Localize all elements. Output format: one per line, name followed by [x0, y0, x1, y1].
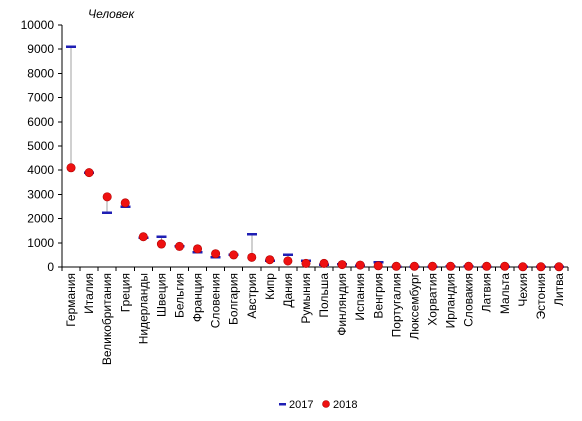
y-tick-label: 5000 — [27, 139, 54, 153]
point-2018 — [229, 250, 239, 260]
x-tick-label: Венгрия — [371, 273, 385, 319]
x-tick-label: Бельгия — [172, 273, 186, 318]
x-tick-label: Словения — [209, 273, 223, 328]
y-tick-label: 3000 — [27, 187, 54, 201]
x-tick-label: Великобритания — [100, 273, 114, 365]
point-2018 — [373, 261, 383, 271]
x-tick-label: Нидерланды — [136, 273, 150, 344]
point-2018 — [138, 232, 148, 242]
x-tick-label: Франция — [191, 273, 205, 322]
point-2018 — [518, 262, 528, 272]
point-2018 — [174, 241, 184, 251]
point-2018 — [500, 261, 510, 271]
point-2018 — [464, 261, 474, 271]
x-tick-label: Польша — [317, 273, 331, 318]
point-2018 — [301, 258, 311, 268]
x-tick-label: Португалия — [389, 273, 403, 337]
legend: 2017 2018 — [279, 399, 357, 411]
point-2018 — [102, 192, 112, 202]
y-tick-label: 1000 — [27, 236, 54, 250]
x-tick-label: Латвия — [480, 273, 494, 312]
x-tick-label: Ирландия — [444, 273, 458, 328]
point-2018 — [337, 260, 347, 270]
point-2018 — [265, 255, 275, 265]
x-tick-label: Дания — [281, 273, 295, 308]
y-tick-label: 2000 — [27, 212, 54, 226]
point-2018 — [391, 261, 401, 271]
point-2018 — [247, 252, 257, 262]
y-tick-label: 7000 — [27, 91, 54, 105]
point-2018 — [283, 256, 293, 266]
stem-lines — [70, 46, 379, 266]
y-tick-label: 4000 — [27, 163, 54, 177]
x-tick-label: Кипр — [263, 273, 277, 300]
x-tick-label: Италия — [82, 273, 96, 314]
point-2018 — [355, 260, 365, 270]
x-tick-label: Испания — [353, 273, 367, 321]
y-tick-label: 6000 — [27, 115, 54, 129]
x-tick-label: Люксембург — [407, 272, 421, 339]
x-tick-label: Словакия — [462, 273, 476, 327]
point-2018 — [536, 262, 546, 272]
x-tick-label: Хорватия — [425, 273, 439, 326]
x-tick-label: Чехия — [516, 273, 530, 307]
unit-label: Человек — [88, 7, 135, 21]
x-tick-label: Литва — [552, 273, 566, 306]
y-tick-label: 9000 — [27, 42, 54, 56]
y-tick-label: 0 — [47, 260, 54, 274]
x-tick-label: Австрия — [245, 273, 259, 319]
legend-label-2017: 2017 — [289, 399, 313, 411]
data-marks — [66, 45, 564, 272]
x-tick-label: Болгария — [227, 273, 241, 325]
point-2018 — [446, 261, 456, 271]
x-tick-label: Мальта — [498, 273, 512, 314]
x-tick-label: Греция — [118, 273, 132, 312]
point-2018 — [120, 198, 130, 208]
point-2018 — [156, 239, 166, 249]
y-tick-label: 10000 — [21, 18, 55, 32]
point-2018 — [427, 261, 437, 271]
point-2018 — [409, 261, 419, 271]
point-2018 — [84, 168, 94, 178]
point-2018 — [319, 258, 329, 268]
point-2018 — [66, 163, 76, 173]
x-tick-label: Эстония — [534, 273, 548, 320]
legend-label-2018: 2018 — [333, 399, 357, 411]
y-tick-label: 8000 — [27, 66, 54, 80]
x-tick-label: Румыния — [299, 273, 313, 324]
x-tick-label: Финляндия — [335, 273, 349, 336]
x-tick-label: Швеция — [154, 273, 168, 317]
point-2018 — [554, 262, 564, 272]
x-axis: Германия Италия Великобритания Греция Нидерл… — [61, 266, 569, 365]
point-2018 — [193, 244, 203, 254]
x-tick-label: Германия — [64, 273, 78, 327]
point-2018 — [211, 249, 221, 259]
legend-marker-2018 — [322, 400, 330, 408]
y-axis: 0 1000 2000 3000 4000 5000 6000 7000 8000 9000 100… — [21, 18, 63, 274]
point-2018 — [482, 261, 492, 271]
